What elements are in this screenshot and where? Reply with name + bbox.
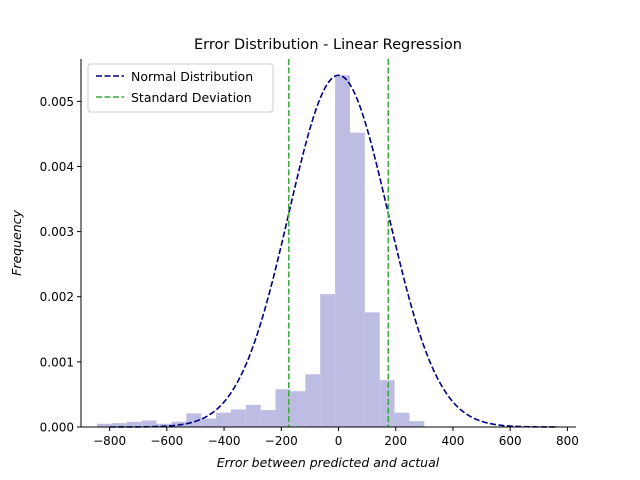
legend-label-normal: Normal Distribution (131, 69, 253, 84)
std-lines (287, 59, 390, 427)
x-tick-label: 0 (335, 434, 343, 448)
histogram-bar (97, 423, 112, 427)
histogram-bar (156, 423, 172, 427)
histogram-bar (126, 421, 142, 427)
y-tick-label: 0.001 (40, 355, 74, 369)
y-tick-label: 0.003 (40, 225, 74, 239)
histogram-bar (111, 423, 127, 427)
axes (80, 59, 576, 428)
x-tick-label: −600 (150, 434, 183, 448)
histogram-bar (320, 294, 336, 427)
histogram-bar (379, 380, 395, 427)
histogram-bar (305, 374, 321, 427)
histogram-bar (349, 132, 365, 427)
x-tick-label: −200 (265, 434, 298, 448)
x-tick-label: 400 (442, 434, 465, 448)
histogram-bar (409, 421, 425, 427)
histogram-bars (97, 75, 425, 427)
histogram-bar (275, 389, 291, 427)
y-tick-label: 0.004 (40, 160, 74, 174)
histogram-bar (290, 391, 306, 427)
y-ticks: 0.000 0.001 0.002 0.003 0.004 0.005 (40, 95, 81, 435)
histogram-bar (260, 410, 276, 427)
histogram-bar (201, 418, 217, 427)
y-tick-label: 0.005 (40, 95, 74, 109)
legend: Normal Distribution Standard Deviation (87, 63, 274, 113)
histogram-bar (335, 75, 350, 427)
x-tick-label: −400 (208, 434, 241, 448)
y-tick-label: 0.002 (40, 290, 74, 304)
x-tick-label: 800 (556, 434, 579, 448)
histogram-bar (364, 312, 380, 427)
legend-box (87, 63, 274, 113)
histogram-bar (245, 404, 261, 427)
chart-title: Error Distribution - Linear Regression (194, 37, 462, 53)
x-ticks: −800 −600 −400 −200 0 200 400 600 800 (93, 427, 579, 448)
x-tick-label: −800 (93, 434, 126, 448)
legend-label-std: Standard Deviation (131, 90, 252, 105)
y-tick-label: 0.000 (40, 421, 74, 435)
histogram-bar (216, 412, 231, 427)
x-axis-label: Error between predicted and actual (217, 455, 440, 470)
histogram-bar (394, 412, 410, 427)
x-tick-label: 200 (384, 434, 407, 448)
histogram-bar (141, 420, 157, 427)
x-tick-label: 600 (499, 434, 522, 448)
y-axis-label: Frequency (9, 210, 24, 276)
histogram-bar (230, 409, 246, 427)
